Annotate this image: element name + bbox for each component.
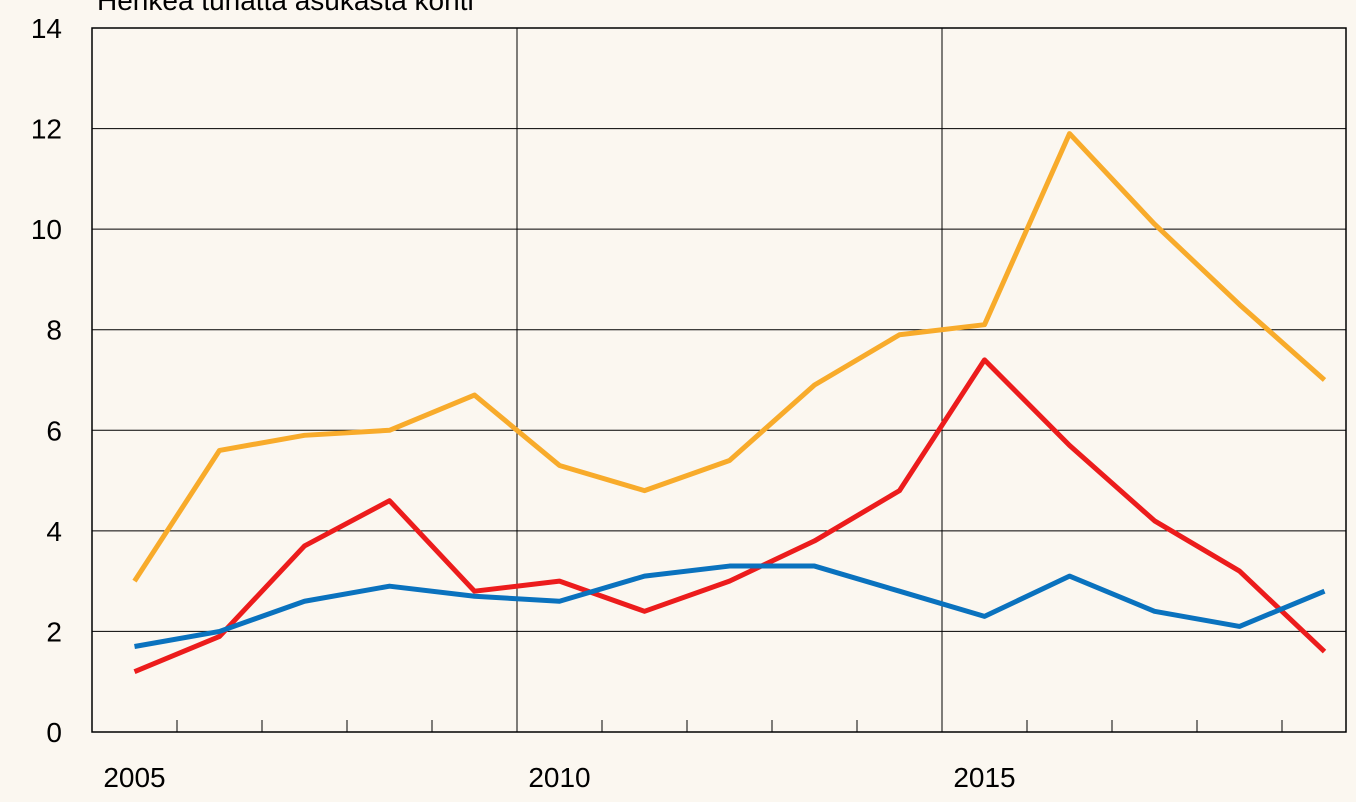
y-tick-label: 4 bbox=[46, 516, 62, 547]
x-tick-label: 2015 bbox=[953, 762, 1015, 793]
line-series bbox=[134, 563, 1326, 649]
y-tick-label: 6 bbox=[46, 415, 62, 446]
line-series bbox=[132, 131, 1327, 583]
y-tick-label: 0 bbox=[46, 717, 62, 748]
x-tick-label: 2005 bbox=[103, 762, 165, 793]
y-tick-label: 2 bbox=[46, 616, 62, 647]
x-tick-label: 2010 bbox=[528, 762, 590, 793]
y-tick-label: 10 bbox=[31, 214, 62, 245]
y-axis-label: Henkeä tuhatta asukasta kohti bbox=[97, 0, 474, 16]
plot-frame bbox=[91, 27, 1347, 733]
line-series bbox=[133, 357, 1327, 674]
y-tick-label: 14 bbox=[31, 13, 62, 44]
y-tick-label: 8 bbox=[46, 315, 62, 346]
y-tick-label: 12 bbox=[31, 114, 62, 145]
